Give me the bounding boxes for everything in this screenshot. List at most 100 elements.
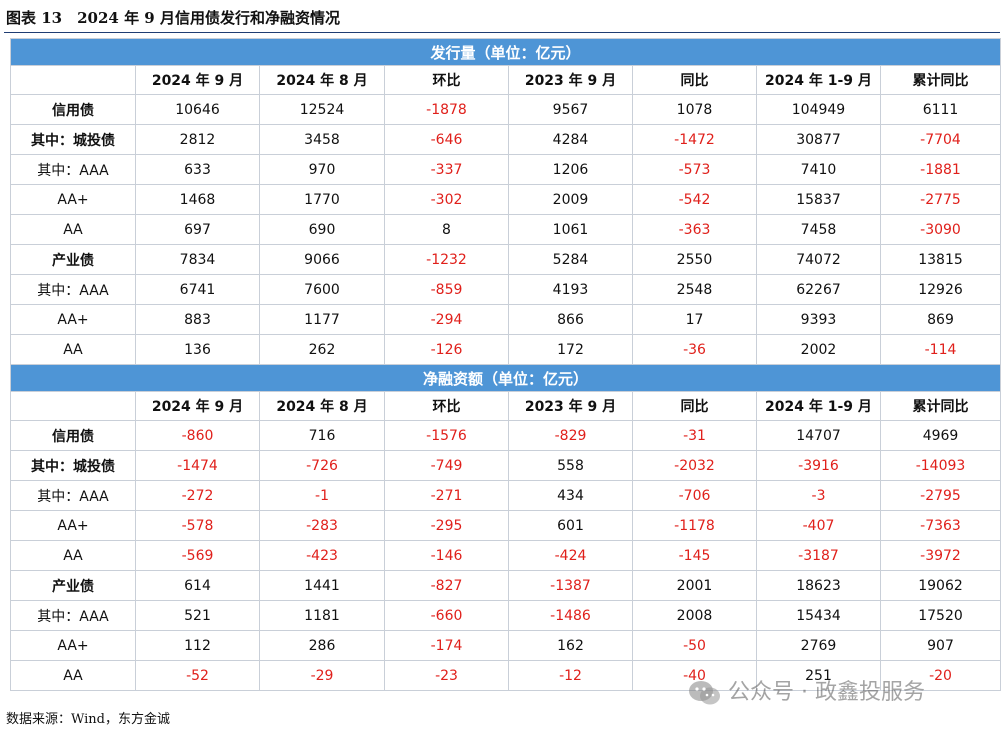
table-cell: -337 — [384, 154, 509, 185]
table-cell: 136 — [135, 334, 260, 365]
row-label: 信用债 — [10, 420, 136, 451]
table-cell: 869 — [879, 304, 1002, 335]
row-label: 其中：AAA — [10, 154, 136, 185]
row-label: AA — [10, 334, 136, 365]
watermark-text: 公众号 · 政鑫投服务 — [728, 680, 925, 705]
table-cell: -1232 — [384, 244, 509, 275]
row-label: AA — [10, 660, 136, 691]
table-row: 其中：城投债 2812 3458 -646 4284 -1472 30877 -7704 — [10, 124, 1002, 155]
row-label: AA+ — [10, 304, 136, 335]
table-cell: -146 — [384, 540, 509, 571]
table-cell: 907 — [879, 630, 1002, 661]
section-header: 净融资额（单位：亿元） — [9, 364, 1002, 392]
figure-title: 图表 13 2024 年 9 月信用债发行和净融资情况 — [6, 9, 340, 27]
table-cell: 434 — [508, 480, 633, 511]
table-cell: 104949 — [756, 94, 881, 125]
table-cell: -1 — [259, 480, 385, 511]
table-cell: 13815 — [879, 244, 1002, 275]
table-cell: 12524 — [259, 94, 385, 125]
table-row: AA -52 -29 -23 -12 -40 251 -20 — [10, 660, 1002, 691]
row-label: AA+ — [10, 510, 136, 541]
table-cell: -1474 — [135, 450, 260, 481]
column-header: 2024 年 8 月 — [259, 65, 385, 95]
table-cell: 614 — [135, 570, 260, 601]
table-cell: -423 — [259, 540, 385, 571]
table-cell: -829 — [508, 420, 633, 451]
table-cell: -50 — [632, 630, 757, 661]
column-header: 2024 年 1-9 月 — [756, 391, 881, 421]
table-cell: 8 — [384, 214, 509, 245]
table-cell: -1486 — [508, 600, 633, 631]
table-cell: -1178 — [632, 510, 757, 541]
table-cell: -14093 — [879, 450, 1002, 481]
table-row: AA 136 262 -126 172 -36 2002 -114 — [10, 334, 1002, 365]
column-header: 同比 — [632, 65, 757, 95]
table-cell: 172 — [508, 334, 633, 365]
watermark: 公众号 · 政鑫投服务 — [688, 676, 925, 710]
table-cell: 62267 — [756, 274, 881, 305]
table-cell: 716 — [259, 420, 385, 451]
table-cell: 521 — [135, 600, 260, 631]
table-cell: 7600 — [259, 274, 385, 305]
data-source-note: 数据来源：Wind，东方金诚 — [6, 712, 170, 727]
table-cell: 1177 — [259, 304, 385, 335]
title-divider — [4, 32, 1000, 33]
table-cell: -126 — [384, 334, 509, 365]
table-cell: -424 — [508, 540, 633, 571]
table-cell: -295 — [384, 510, 509, 541]
table-cell: -3090 — [879, 214, 1002, 245]
table-cell: 1181 — [259, 600, 385, 631]
table-cell: 633 — [135, 154, 260, 185]
table-row: AA -569 -423 -146 -424 -145 -3187 -3972 — [10, 540, 1002, 571]
table-cell: -272 — [135, 480, 260, 511]
table-cell: 2550 — [632, 244, 757, 275]
table-cell: -7704 — [879, 124, 1002, 155]
table-cell: 2769 — [756, 630, 881, 661]
row-label: 其中：城投债 — [10, 450, 136, 481]
table-row: 其中：AAA 521 1181 -660 -1486 2008 15434 17520 — [10, 600, 1002, 631]
table-cell: 1061 — [508, 214, 633, 245]
row-label: AA+ — [10, 630, 136, 661]
table-cell: 4284 — [508, 124, 633, 155]
table-cell: 30877 — [756, 124, 881, 155]
table-cell: 883 — [135, 304, 260, 335]
table-row: AA+ 112 286 -174 162 -50 2769 907 — [10, 630, 1002, 661]
table-row: AA+ 1468 1770 -302 2009 -542 15837 -2775 — [10, 184, 1002, 215]
table-cell: 7834 — [135, 244, 260, 275]
table-cell: -827 — [384, 570, 509, 601]
column-header: 同比 — [632, 391, 757, 421]
table-cell: 2009 — [508, 184, 633, 215]
column-header: 2023 年 9 月 — [508, 65, 633, 95]
table-cell: -12 — [508, 660, 633, 691]
table-cell: 970 — [259, 154, 385, 185]
table-cell: -294 — [384, 304, 509, 335]
column-header: 累计同比 — [879, 391, 1002, 421]
table-cell: -20 — [879, 660, 1002, 691]
column-header: 2024 年 8 月 — [259, 391, 385, 421]
column-header: 2023 年 9 月 — [508, 391, 633, 421]
table-cell: 690 — [259, 214, 385, 245]
table-cell: 697 — [135, 214, 260, 245]
column-header-row: 2024 年 9 月 2024 年 8 月环比 2023 年 9 月同比 2024 年… — [10, 65, 1002, 95]
table-cell: -706 — [632, 480, 757, 511]
table-cell: 112 — [135, 630, 260, 661]
row-label: AA — [10, 214, 136, 245]
table-cell: -7363 — [879, 510, 1002, 541]
row-label: AA — [10, 540, 136, 571]
table-cell: 1770 — [259, 184, 385, 215]
table-cell: 10646 — [135, 94, 260, 125]
table-cell: -726 — [259, 450, 385, 481]
table-cell: -174 — [384, 630, 509, 661]
table-cell: 1078 — [632, 94, 757, 125]
table-cell: -363 — [632, 214, 757, 245]
table-cell: -302 — [384, 184, 509, 215]
table-cell: -145 — [632, 540, 757, 571]
table-cell: 4193 — [508, 274, 633, 305]
table-cell: 262 — [259, 334, 385, 365]
table-cell: -407 — [756, 510, 881, 541]
column-header — [10, 391, 136, 421]
table-row: 其中：AAA 633 970 -337 1206 -573 7410 -1881 — [10, 154, 1002, 185]
table-cell: -114 — [879, 334, 1002, 365]
table-cell: 286 — [259, 630, 385, 661]
table-cell: -2795 — [879, 480, 1002, 511]
